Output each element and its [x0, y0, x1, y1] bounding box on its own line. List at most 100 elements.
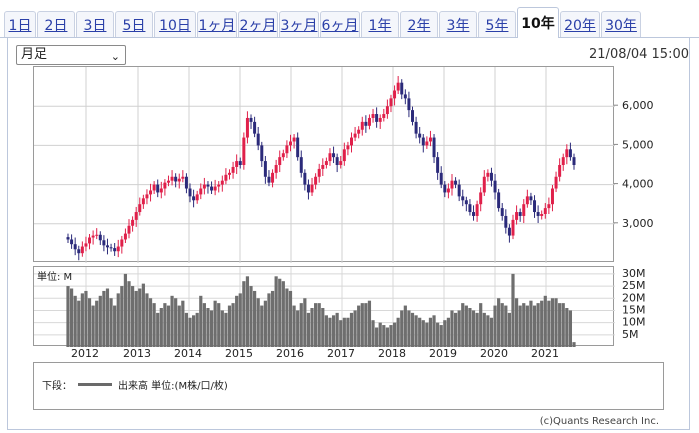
tab-2[interactable]: 3日 — [76, 11, 114, 37]
candle-body — [102, 240, 105, 245]
tab-10[interactable]: 2年 — [400, 11, 438, 37]
candle-body — [95, 235, 98, 236]
candle-body — [415, 122, 418, 134]
tab-15[interactable]: 30年 — [601, 11, 641, 37]
candle-body — [364, 122, 367, 126]
volume-bar — [275, 276, 278, 347]
candle-body — [160, 189, 163, 193]
volume-bar — [142, 284, 145, 347]
x-axis: 2012 2013 2014 2015 2016 2017 2018 2019 2020 2021 — [33, 346, 614, 360]
volume-bar — [432, 315, 435, 347]
volume-bar — [239, 293, 242, 347]
volume-bar — [375, 328, 378, 348]
candle-body — [361, 122, 364, 130]
volume-bar — [81, 293, 84, 347]
volume-bar — [185, 313, 188, 347]
tab-7[interactable]: 3ヶ月 — [279, 11, 319, 37]
tab-1[interactable]: 2日 — [37, 11, 75, 37]
volume-tick-label: 25M — [622, 279, 646, 292]
candle-body — [77, 249, 80, 253]
volume-bar — [127, 281, 130, 347]
volume-bar — [551, 298, 554, 347]
candle-body — [246, 118, 249, 138]
tab-label: 2年 — [408, 15, 431, 35]
volume-bar — [472, 310, 475, 347]
volume-bar — [257, 298, 260, 347]
volume-bar — [325, 315, 328, 347]
volume-bar — [350, 313, 353, 347]
volume-bar — [379, 323, 382, 347]
candle-body — [418, 134, 421, 138]
candle-body — [389, 98, 392, 106]
volume-bar — [450, 310, 453, 347]
tab-11[interactable]: 3年 — [439, 11, 477, 37]
year-tick-label: 2020 — [480, 347, 508, 360]
tab-label: 10年 — [521, 13, 554, 33]
candle-body — [196, 194, 199, 200]
year-tick-label: 2017 — [327, 347, 355, 360]
volume-bar — [188, 318, 191, 347]
tab-label: 5年 — [486, 15, 509, 35]
candle-body — [400, 83, 403, 95]
tab-label: 30年 — [605, 15, 637, 35]
tab-5[interactable]: 1ヶ月 — [197, 11, 237, 37]
period-select[interactable]: 月足 ⌄ — [16, 45, 126, 65]
tab-label: 1ヶ月 — [199, 15, 236, 35]
volume-bar — [458, 310, 461, 347]
candle-body — [285, 145, 288, 153]
tab-12[interactable]: 5年 — [478, 11, 516, 37]
tab-6[interactable]: 2ヶ月 — [238, 11, 278, 37]
volume-bar — [486, 315, 489, 347]
volume-unit-label: 単位: M — [37, 268, 72, 283]
volume-bar — [102, 291, 105, 347]
volume-bar — [120, 286, 123, 347]
candle-body — [156, 185, 159, 193]
candle-body — [328, 153, 331, 161]
candle-body — [454, 181, 457, 185]
candle-body — [555, 177, 558, 189]
volume-bar — [246, 276, 249, 347]
candle-body — [422, 138, 425, 146]
volume-bar — [170, 296, 173, 347]
candle-body — [74, 244, 77, 249]
volume-bar — [163, 303, 166, 347]
legend-box: 下段： 出来高 単位:(M株/口/枚) — [33, 362, 664, 410]
volume-bar — [314, 303, 317, 347]
candle-body — [84, 243, 87, 246]
candle-body — [537, 212, 540, 216]
tab-14[interactable]: 20年 — [560, 11, 600, 37]
candle-body — [242, 138, 245, 165]
tab-8[interactable]: 6ヶ月 — [320, 11, 360, 37]
volume-bar — [124, 274, 127, 347]
candle-body — [239, 161, 242, 165]
volume-bar — [479, 303, 482, 347]
candle-body — [296, 138, 299, 158]
candle-body — [569, 149, 572, 157]
candle-body — [153, 185, 156, 191]
candle-body — [468, 204, 471, 212]
candle-body — [228, 173, 231, 175]
volume-bar — [476, 313, 479, 347]
volume-bar — [522, 303, 525, 347]
volume-bar — [371, 320, 374, 347]
candle-body — [339, 161, 342, 165]
tab-4[interactable]: 10日 — [154, 11, 196, 37]
tab-0[interactable]: 1日 — [4, 11, 36, 37]
candle-body — [382, 114, 385, 118]
tab-3[interactable]: 5日 — [115, 11, 153, 37]
volume-bar — [153, 303, 156, 347]
price-chart-svg — [34, 67, 615, 263]
volume-bar — [364, 303, 367, 347]
candle-body — [354, 134, 357, 138]
price-tick-label: 6,000 — [622, 99, 654, 112]
volume-axis: 5M10M15M20M25M30M — [614, 266, 694, 346]
tab-9[interactable]: 1年 — [361, 11, 399, 37]
candle-body — [149, 190, 152, 194]
candle-body — [350, 138, 353, 146]
tab-13[interactable]: 10年 — [517, 7, 559, 38]
volume-bar — [206, 308, 209, 347]
volume-bar — [278, 279, 281, 347]
candle-body — [142, 198, 145, 204]
candle-body — [214, 187, 217, 191]
candle-body — [185, 177, 188, 189]
